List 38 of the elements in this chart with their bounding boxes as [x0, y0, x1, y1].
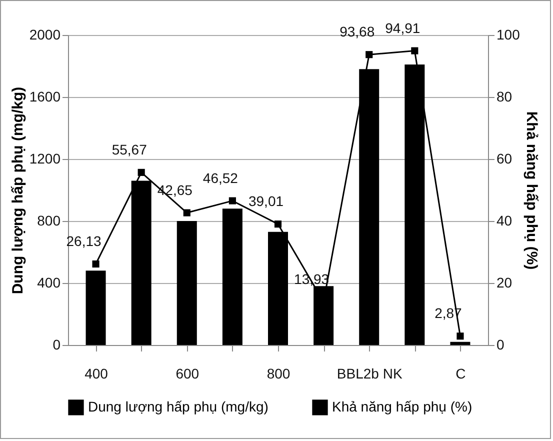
y-tick-label: 1600	[29, 88, 61, 104]
legend-label: Dung lượng hấp phụ (mg/kg)	[88, 398, 268, 414]
data-label: 55,67	[112, 141, 148, 158]
y2-tick-label: 20	[496, 274, 512, 290]
y2-tick-label: 100	[496, 26, 520, 42]
point	[411, 47, 418, 54]
x-tick-label: 800	[266, 366, 290, 382]
data-label: 46,52	[202, 170, 238, 186]
point	[92, 260, 100, 268]
y2-tick-label: 80	[496, 88, 512, 104]
bar	[176, 221, 197, 345]
point	[366, 51, 373, 58]
y-tick-label: 0	[52, 336, 61, 352]
y-tick-label: 400	[37, 274, 61, 290]
data-label: 26,13	[66, 232, 102, 249]
x-tick-label: 600	[176, 366, 200, 382]
y2-axis-title: Khả năng hấp phụ (%)	[522, 111, 540, 270]
data-label: 39,01	[248, 193, 284, 210]
data-label: 93,68	[340, 24, 375, 40]
point	[138, 168, 145, 176]
bar	[222, 208, 242, 345]
y2-tick-label: 0	[496, 336, 504, 352]
bar	[86, 270, 106, 345]
y-tick-label: 1200	[29, 150, 61, 166]
data-label: 94,91	[385, 20, 420, 36]
x-tick-label: 400	[84, 366, 108, 382]
x-tick-label: C	[456, 366, 466, 382]
point	[274, 220, 282, 228]
point	[456, 332, 464, 340]
legend-label: Khả năng hấp phụ (%)	[332, 398, 472, 414]
y2-tick-label: 40	[496, 212, 512, 228]
point	[228, 197, 236, 204]
point	[183, 209, 190, 216]
y-tick-label: 2000	[29, 26, 61, 42]
y2-tick-label: 60	[496, 150, 512, 166]
y-tick-label: 800	[37, 212, 61, 228]
x-tick-label: BBL2b NK	[336, 366, 403, 382]
y-axis-title: Dung lượng hấp phụ (mg/kg)	[9, 86, 26, 294]
